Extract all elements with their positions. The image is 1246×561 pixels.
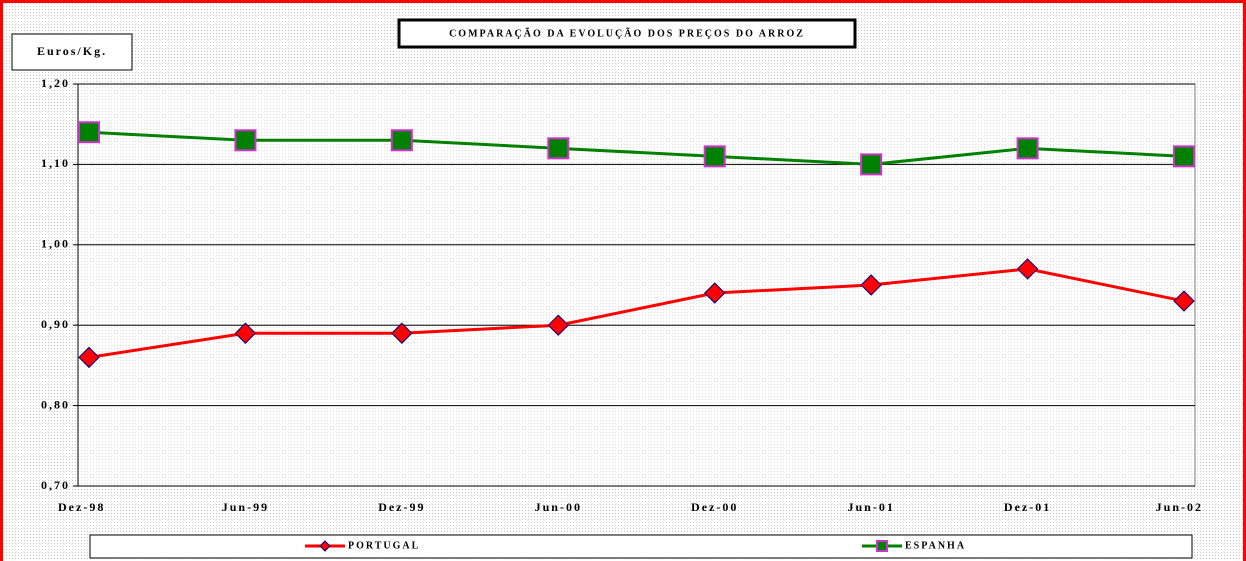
x-tick-label: Jun-00 — [535, 500, 582, 514]
chart-title: COMPARAÇÃO DA EVOLUÇÃO DOS PREÇOS DO ARR… — [449, 27, 805, 39]
y-tick-label: 0,80 — [41, 397, 70, 411]
marker — [860, 274, 882, 296]
y-axis-label: Euros/Kg. — [37, 44, 107, 58]
y-label-box — [11, 33, 133, 71]
marker — [547, 137, 570, 160]
series-line — [88, 267, 1185, 359]
title-box — [397, 18, 857, 49]
y-tick-label: 1,00 — [41, 237, 70, 251]
y-tick-label: 0,70 — [41, 478, 70, 492]
x-tick-label: Jun-01 — [847, 500, 894, 514]
marker — [704, 282, 726, 304]
marker — [78, 121, 100, 144]
x-tick-label: Dez-98 — [58, 500, 105, 514]
marker — [1173, 290, 1195, 312]
x-tick-label: Jun-99 — [222, 500, 269, 514]
x-tick-label: Dez-00 — [691, 500, 738, 514]
y-tick-label: 1,20 — [41, 76, 70, 90]
legend-label: PORTUGAL — [348, 540, 420, 551]
marker — [78, 346, 100, 369]
legend-label: ESPANHA — [905, 540, 966, 551]
marker — [860, 153, 883, 176]
marker — [319, 540, 331, 552]
marker — [234, 129, 257, 152]
x-tick-label: Dez-99 — [378, 500, 425, 514]
marker — [547, 314, 569, 336]
marker — [390, 129, 413, 152]
marker — [234, 322, 257, 344]
marker — [1016, 137, 1039, 160]
marker — [703, 145, 726, 168]
y-tick-label: 0,90 — [41, 317, 70, 331]
marker — [876, 540, 888, 552]
marker — [391, 322, 413, 344]
legend-box — [89, 534, 1193, 559]
y-tick-label: 1,10 — [41, 156, 70, 170]
marker — [1016, 258, 1039, 280]
x-tick-label: Jun-02 — [1156, 500, 1203, 514]
x-tick-label: Dez-01 — [1004, 500, 1051, 514]
series-line — [88, 130, 1185, 166]
marker — [1173, 145, 1195, 168]
